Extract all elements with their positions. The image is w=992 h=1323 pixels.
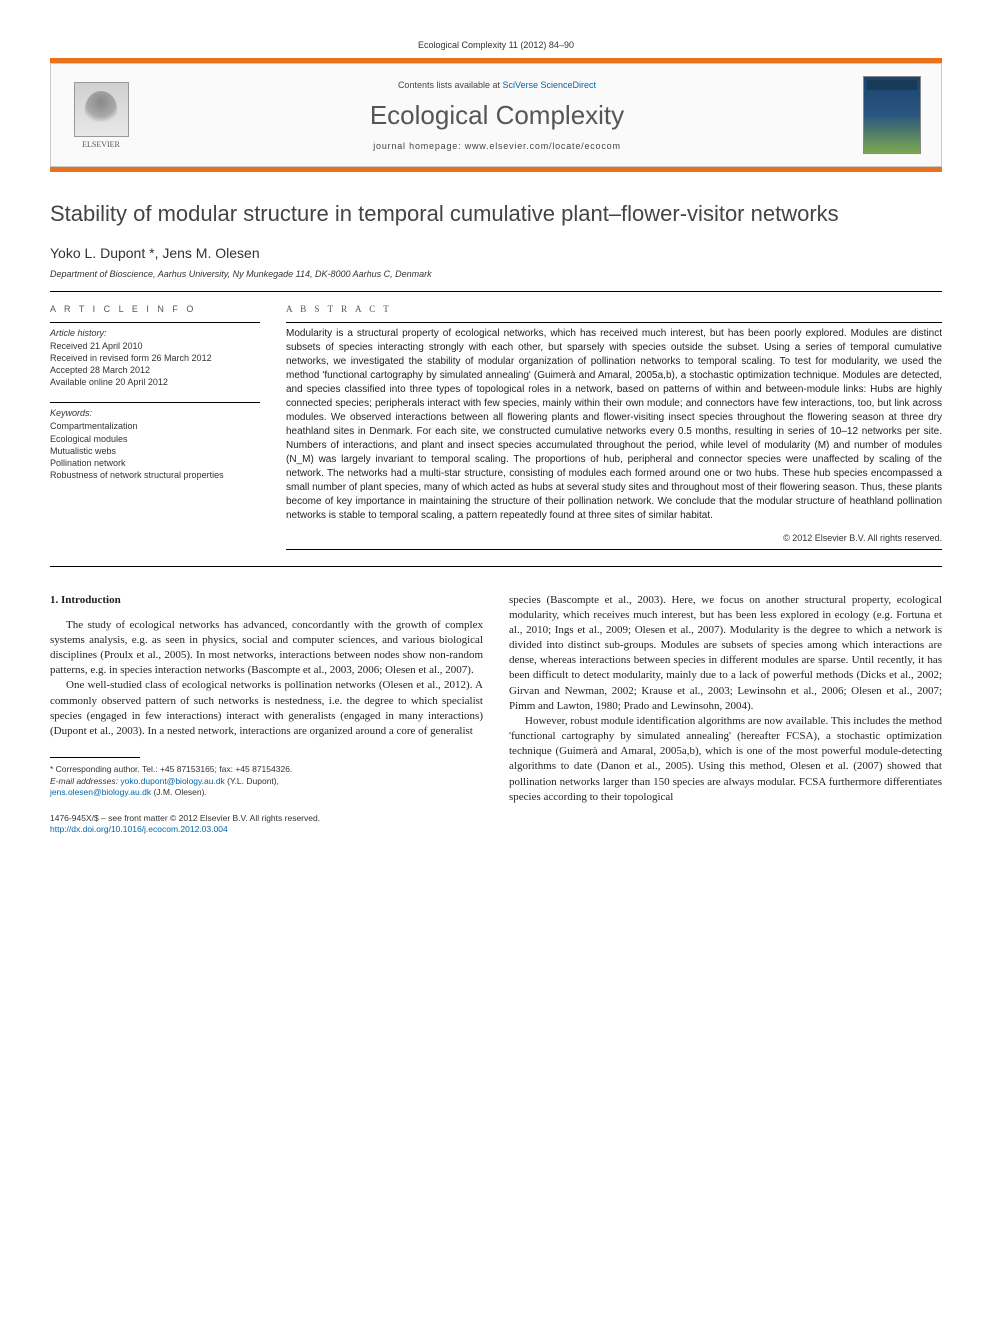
- abstract-heading: A B S T R A C T: [286, 304, 942, 314]
- abstract-text: Modularity is a structural property of e…: [286, 327, 942, 523]
- history-revised: Received in revised form 26 March 2012: [50, 352, 260, 364]
- affiliation: Department of Bioscience, Aarhus Univers…: [50, 269, 942, 279]
- intro-paragraph-4: However, robust module identification al…: [509, 714, 942, 805]
- email-link-1[interactable]: yoko.dupont@biology.au.dk: [120, 776, 224, 786]
- keyword-1: Compartmentalization: [50, 420, 260, 432]
- article-history-label: Article history:: [50, 327, 260, 339]
- keyword-3: Mutualistic webs: [50, 445, 260, 457]
- bottom-meta: 1476-945X/$ – see front matter © 2012 El…: [50, 813, 483, 836]
- citation-header: Ecological Complexity 11 (2012) 84–90: [50, 40, 942, 50]
- keyword-5: Robustness of network structural propert…: [50, 469, 260, 481]
- email-who-1: (Y.L. Dupont),: [225, 776, 279, 786]
- contents-available-line: Contents lists available at SciVerse Sci…: [131, 80, 863, 90]
- abstract-column: A B S T R A C T Modularity is a structur…: [286, 304, 942, 556]
- elsevier-tree-icon: [74, 82, 129, 137]
- journal-title: Ecological Complexity: [131, 100, 863, 131]
- article-history-block: Article history: Received 21 April 2010 …: [50, 327, 260, 389]
- intro-paragraph-2: One well-studied class of ecological net…: [50, 678, 483, 739]
- email-who-2: (J.M. Olesen).: [151, 787, 207, 797]
- article-title: Stability of modular structure in tempor…: [50, 200, 942, 229]
- doi-link[interactable]: http://dx.doi.org/10.1016/j.ecocom.2012.…: [50, 824, 228, 834]
- bottom-orange-bar: [50, 167, 942, 172]
- corr-author-text: * Corresponding author. Tel.: +45 871531…: [50, 764, 483, 775]
- contents-prefix: Contents lists available at: [398, 80, 503, 90]
- keyword-2: Ecological modules: [50, 433, 260, 445]
- email-label: E-mail addresses:: [50, 776, 120, 786]
- intro-paragraph-1: The study of ecological networks has adv…: [50, 618, 483, 679]
- article-info-column: A R T I C L E I N F O Article history: R…: [50, 304, 260, 556]
- article-info-heading: A R T I C L E I N F O: [50, 304, 260, 314]
- elsevier-text: ELSEVIER: [82, 140, 120, 149]
- divider-top: [50, 291, 942, 292]
- abstract-copyright: © 2012 Elsevier B.V. All rights reserved…: [286, 533, 942, 543]
- history-online: Available online 20 April 2012: [50, 376, 260, 388]
- sciencedirect-link[interactable]: SciVerse ScienceDirect: [503, 80, 597, 90]
- footnote-divider: [50, 757, 140, 758]
- elsevier-logo: ELSEVIER: [71, 80, 131, 150]
- keywords-block: Keywords: Compartmentalization Ecologica…: [50, 407, 260, 481]
- journal-header-box: ELSEVIER Contents lists available at Sci…: [50, 63, 942, 167]
- body-column-right: species (Bascompte et al., 2003). Here, …: [509, 593, 942, 836]
- journal-cover-thumbnail: [863, 76, 921, 154]
- corresponding-author-footnote: * Corresponding author. Tel.: +45 871531…: [50, 764, 483, 798]
- section-1-heading: 1. Introduction: [50, 593, 483, 608]
- body-column-left: 1. Introduction The study of ecological …: [50, 593, 483, 836]
- keyword-4: Pollination network: [50, 457, 260, 469]
- history-accepted: Accepted 28 March 2012: [50, 364, 260, 376]
- divider-below-abstract: [50, 566, 942, 567]
- authors-line: Yoko L. Dupont *, Jens M. Olesen: [50, 245, 942, 261]
- email-link-2[interactable]: jens.olesen@biology.au.dk: [50, 787, 151, 797]
- homepage-url[interactable]: www.elsevier.com/locate/ecocom: [465, 141, 621, 151]
- journal-homepage-line: journal homepage: www.elsevier.com/locat…: [131, 141, 863, 151]
- intro-paragraph-3: species (Bascompte et al., 2003). Here, …: [509, 593, 942, 714]
- homepage-prefix: journal homepage:: [373, 141, 464, 151]
- issn-line: 1476-945X/$ – see front matter © 2012 El…: [50, 813, 483, 824]
- history-received: Received 21 April 2010: [50, 340, 260, 352]
- keywords-label: Keywords:: [50, 407, 260, 419]
